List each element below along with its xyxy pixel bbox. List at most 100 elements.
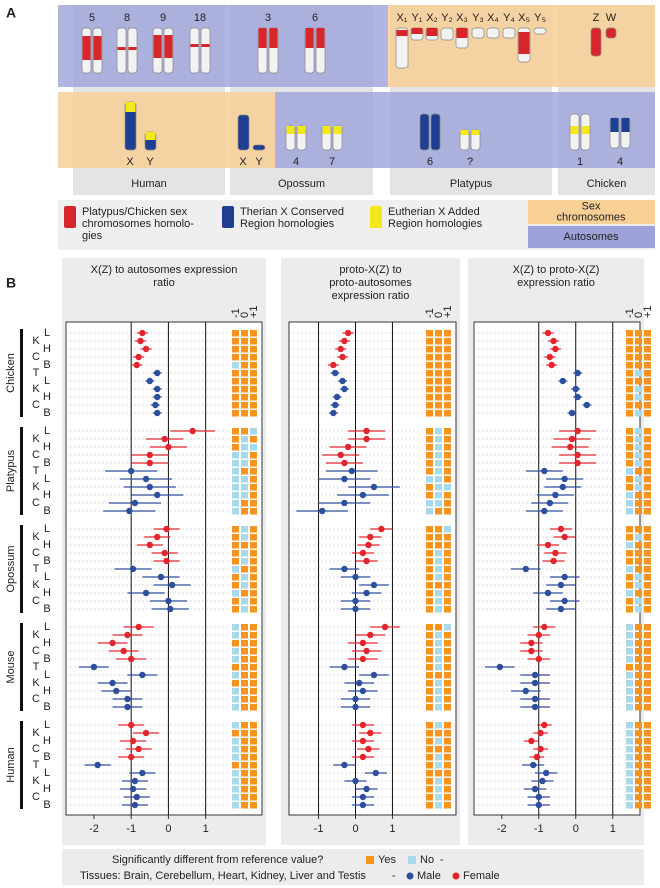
significance-cell xyxy=(241,550,248,557)
chromosome-label: X xyxy=(126,156,134,168)
chromosome-band xyxy=(305,28,314,48)
significance-cell xyxy=(435,362,442,369)
legend-text: gies xyxy=(82,230,103,242)
point xyxy=(142,345,150,353)
significance-cell xyxy=(635,410,642,417)
significance-cell xyxy=(435,500,442,507)
significance-cell xyxy=(626,402,633,409)
significance-cell xyxy=(635,346,642,353)
point xyxy=(370,483,378,491)
point xyxy=(341,459,348,467)
legend-swatch xyxy=(408,856,416,864)
legend-swatch xyxy=(222,206,234,228)
point xyxy=(167,605,174,613)
significance-cell xyxy=(444,688,451,695)
point xyxy=(355,679,363,687)
species-bar xyxy=(20,623,23,711)
significance-cell xyxy=(232,704,239,711)
significance-cell xyxy=(644,802,651,809)
point xyxy=(359,491,367,499)
significance-cell xyxy=(435,378,442,385)
significance-cell xyxy=(626,664,633,671)
chromosome-band xyxy=(581,126,590,134)
significance-cell xyxy=(232,354,239,361)
point xyxy=(561,573,568,581)
significance-cell xyxy=(635,746,642,753)
chromosome-label: 6 xyxy=(427,156,433,168)
chromosome xyxy=(533,27,547,35)
tissue-label: K xyxy=(32,531,40,543)
significance-cell xyxy=(635,754,642,761)
significance-cell xyxy=(635,436,642,443)
point xyxy=(572,385,579,393)
significance-cell xyxy=(250,802,257,809)
point xyxy=(90,663,98,671)
chromosome-band xyxy=(456,28,468,38)
point xyxy=(535,801,542,809)
tissue-label: H xyxy=(43,539,51,551)
significance-cell xyxy=(626,582,633,589)
point xyxy=(109,639,116,647)
chromosome-label: ? xyxy=(467,156,473,168)
chromosome xyxy=(471,27,485,39)
significance-cell xyxy=(250,534,257,541)
chromosome-label: 4 xyxy=(293,156,299,168)
tissue-label: B xyxy=(43,359,50,371)
point xyxy=(352,605,359,613)
point xyxy=(135,623,142,631)
significance-cell xyxy=(626,746,633,753)
significance-cell xyxy=(626,722,633,729)
significance-cell xyxy=(626,484,633,491)
significance-cell xyxy=(232,664,239,671)
legend-text: Tissues: Brain, Cerebellum, Heart, Kidne… xyxy=(80,870,366,882)
significance-cell xyxy=(250,354,257,361)
legend-text: Autosomes xyxy=(563,231,619,243)
legend-text: Female xyxy=(463,870,500,882)
species-label: Chicken xyxy=(5,353,17,393)
significance-cell xyxy=(626,574,633,581)
tissue-label: B xyxy=(43,653,50,665)
significance-cell xyxy=(635,370,642,377)
point xyxy=(341,337,348,345)
significance-cell xyxy=(435,680,442,687)
significance-cell xyxy=(635,452,642,459)
significance-cell xyxy=(626,656,633,663)
point xyxy=(367,533,374,541)
chromosome-label: X₂ xyxy=(426,12,438,24)
significance-cell xyxy=(250,696,257,703)
significance-cell xyxy=(444,534,451,541)
point xyxy=(363,435,370,443)
point xyxy=(561,597,568,605)
point xyxy=(574,459,581,467)
point xyxy=(154,491,161,499)
significance-cell xyxy=(250,476,257,483)
significance-cell xyxy=(250,402,257,409)
significance-cell xyxy=(241,378,248,385)
significance-cell xyxy=(644,566,651,573)
significance-cell xyxy=(444,574,451,581)
significance-cell xyxy=(635,802,642,809)
significance-cell xyxy=(644,362,651,369)
tissue-label: L xyxy=(44,425,50,437)
significance-cell xyxy=(241,460,248,467)
chromosome-label: 18 xyxy=(194,12,206,24)
significance-cell xyxy=(644,428,651,435)
point xyxy=(535,793,542,801)
significance-cell xyxy=(250,386,257,393)
significance-cell xyxy=(241,786,248,793)
significance-cell xyxy=(444,672,451,679)
significance-cell xyxy=(635,484,642,491)
point xyxy=(352,597,359,605)
significance-cell xyxy=(635,534,642,541)
point xyxy=(533,753,541,761)
tissue-label: K xyxy=(32,677,40,689)
tissue-label: B xyxy=(43,555,50,567)
significance-cell xyxy=(250,624,257,631)
chromosome-label: Y₁ xyxy=(411,12,422,24)
point xyxy=(531,679,539,687)
significance-cell xyxy=(626,378,633,385)
legend-swatch xyxy=(370,206,382,228)
point xyxy=(113,687,120,695)
significance-cell xyxy=(250,632,257,639)
point xyxy=(363,557,370,565)
